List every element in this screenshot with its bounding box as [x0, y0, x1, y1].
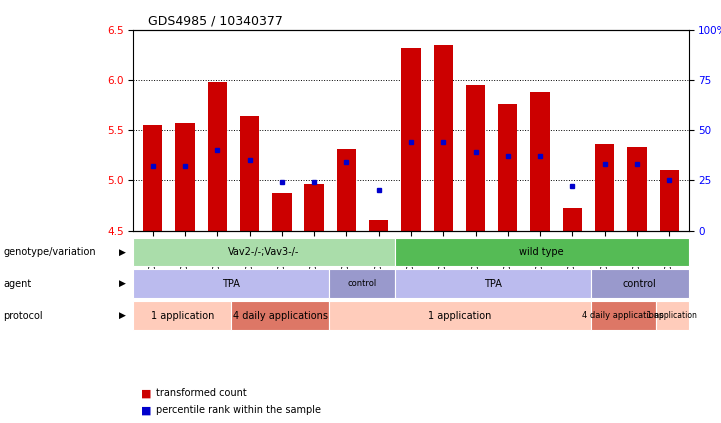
Text: ■: ■ [141, 405, 151, 415]
Text: wild type: wild type [519, 247, 564, 257]
Bar [402, 48, 420, 231]
Bar [304, 184, 324, 231]
Text: control: control [348, 279, 376, 288]
Bar [498, 104, 518, 231]
Text: control: control [623, 279, 656, 289]
Text: agent: agent [4, 279, 32, 289]
Text: ■: ■ [141, 388, 151, 398]
Bar [143, 125, 162, 231]
Text: 1 application: 1 application [428, 310, 492, 321]
Bar [273, 193, 291, 231]
Text: 1 application: 1 application [647, 311, 697, 320]
Text: genotype/variation: genotype/variation [4, 247, 96, 257]
Text: 4 daily applications: 4 daily applications [583, 311, 664, 320]
Bar [595, 144, 614, 231]
Bar [466, 85, 485, 231]
Bar [627, 147, 647, 231]
Text: TPA: TPA [484, 279, 502, 289]
Bar [175, 123, 195, 231]
Text: TPA: TPA [222, 279, 240, 289]
Bar [369, 220, 389, 231]
Bar [433, 45, 453, 231]
Text: GDS4985 / 10340377: GDS4985 / 10340377 [148, 14, 283, 27]
Text: Vav2-/-;Vav3-/-: Vav2-/-;Vav3-/- [229, 247, 300, 257]
Bar [562, 209, 582, 231]
Bar [531, 92, 549, 231]
Text: 1 application: 1 application [151, 310, 214, 321]
Bar [337, 149, 356, 231]
Text: transformed count: transformed count [156, 388, 247, 398]
Bar [240, 116, 260, 231]
Bar [208, 82, 227, 231]
Text: 4 daily applications: 4 daily applications [233, 310, 328, 321]
Text: percentile rank within the sample: percentile rank within the sample [156, 405, 322, 415]
Text: protocol: protocol [4, 310, 43, 321]
Bar [660, 170, 679, 231]
Text: ▶: ▶ [119, 279, 126, 288]
Text: ▶: ▶ [119, 247, 126, 257]
Text: ▶: ▶ [119, 311, 126, 320]
